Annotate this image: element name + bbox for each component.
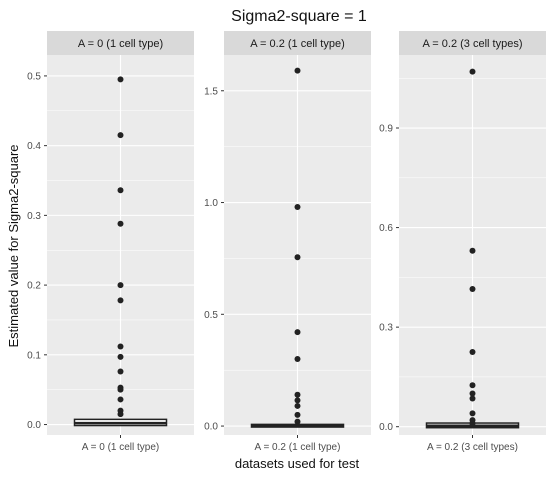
y-axis-title: Estimated value for Sigma2-square	[6, 144, 21, 347]
outlier-point	[117, 187, 124, 194]
outlier-point	[117, 297, 124, 304]
strip-background	[224, 31, 371, 55]
y-tick-label: 1.0	[204, 198, 218, 209]
outlier-point	[469, 247, 476, 254]
y-tick-label: 1.5	[204, 86, 218, 97]
outlier-point	[117, 386, 124, 393]
outlier-point	[117, 343, 124, 350]
outlier-point	[294, 397, 301, 404]
strip-label: A = 0.2 (1 cell type)	[250, 38, 344, 50]
x-tick-label: A = 0 (1 cell type)	[82, 442, 160, 453]
outlier-point	[117, 396, 124, 403]
outlier-point	[469, 410, 476, 417]
y-tick-label: 0.5	[204, 310, 218, 321]
outlier-point	[117, 282, 124, 289]
outlier-point	[294, 402, 301, 409]
outlier-point	[117, 353, 124, 360]
facet-panel: A = 0.2 (3 cell types) 0.0 0.3 0.6 0.9 A = 0.…	[379, 31, 546, 453]
facet-panel: A = 0 (1 cell type) 0.0 0.1 0.2 0.3 0.4 0.5 A =…	[27, 31, 194, 453]
outlier-point	[294, 356, 301, 362]
x-axis-title: datasets used for test	[235, 456, 360, 471]
outlier-point	[294, 391, 301, 398]
y-tick-label: 0.1	[27, 350, 41, 361]
outlier-point	[469, 395, 476, 402]
outlier-point	[469, 349, 476, 356]
y-tick-label: 0.0	[379, 422, 393, 433]
y-tick-label: 0.3	[27, 211, 41, 222]
outlier-point	[294, 418, 301, 425]
strip-background	[47, 31, 194, 55]
outlier-point	[117, 220, 124, 227]
outlier-point	[294, 254, 301, 261]
outlier-point	[117, 132, 124, 139]
outlier-point	[294, 411, 301, 418]
outlier-point	[469, 420, 476, 427]
facet-panels: A = 0 (1 cell type)0.00.10.20.30.40.5A =…	[27, 31, 546, 453]
outlier-point	[469, 382, 476, 389]
x-tick-label: A = 0.2 (1 cell type)	[255, 442, 341, 453]
y-tick-label: 0.0	[204, 422, 218, 433]
strip-background	[399, 31, 546, 55]
outlier-point	[294, 204, 301, 210]
outlier-point	[117, 76, 124, 83]
chart-title: Sigma2-square = 1	[231, 8, 367, 25]
outlier-point	[117, 368, 124, 375]
strip-label: A = 0 (1 cell type)	[78, 38, 163, 50]
y-tick-label: 0.0	[27, 420, 41, 431]
outlier-point	[294, 67, 301, 74]
outlier-point	[117, 411, 124, 418]
x-tick-label: A = 0.2 (3 cell types)	[427, 442, 518, 453]
y-tick-label: 0.9	[379, 124, 393, 135]
outlier-point	[469, 285, 476, 292]
y-tick-label: 0.3	[379, 323, 393, 334]
y-tick-label: 0.4	[27, 141, 41, 152]
outlier-point	[469, 68, 476, 75]
strip-label: A = 0.2 (3 cell types)	[423, 38, 523, 50]
outlier-point	[294, 329, 301, 336]
outlier-point	[469, 390, 476, 397]
y-tick-label: 0.5	[27, 71, 41, 82]
y-tick-label: 0.6	[379, 223, 393, 234]
facet-panel: A = 0.2 (1 cell type) 0.0 0.5 1.0 1.5 A = 0.2…	[204, 31, 371, 453]
y-tick-label: 0.2	[27, 281, 41, 292]
